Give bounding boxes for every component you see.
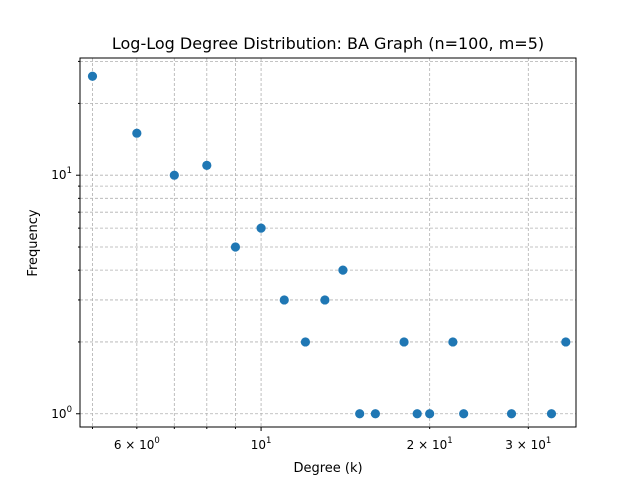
- data-point: [202, 160, 212, 170]
- plot-frame: [79, 57, 577, 428]
- data-point: [561, 337, 571, 347]
- data-point: [546, 409, 557, 419]
- data-point: [87, 71, 98, 81]
- chart-title: Log-Log Degree Distribution: BA Graph (n…: [112, 34, 544, 53]
- data-point: [320, 295, 330, 305]
- y-tick-label: 100: [51, 405, 72, 421]
- x-axis-label: Degree (k): [293, 461, 362, 476]
- data-point: [412, 409, 422, 419]
- y-axis-label: Frequency: [26, 209, 41, 276]
- data-point: [279, 295, 289, 305]
- x-tick-label: 2 × 101: [407, 436, 453, 452]
- data-point: [169, 170, 179, 180]
- data-point: [256, 223, 266, 233]
- data-points: [87, 71, 571, 419]
- grid-lines: [80, 58, 576, 427]
- data-point: [132, 128, 142, 138]
- x-tick-label: 3 × 101: [505, 436, 551, 452]
- x-tick-label: 101: [251, 436, 272, 452]
- data-point: [425, 409, 435, 419]
- data-point: [338, 265, 348, 275]
- axis-ticks: 6 × 100 101 2 × 101 3 × 101 100 101: [51, 60, 551, 452]
- data-point: [370, 409, 380, 419]
- x-tick-label: 6 × 100: [114, 436, 160, 452]
- data-point: [506, 409, 517, 419]
- data-point: [448, 337, 458, 347]
- data-point: [300, 337, 311, 347]
- data-point: [355, 409, 365, 419]
- y-tick-label: 101: [51, 166, 72, 182]
- data-point: [230, 242, 241, 252]
- data-point: [399, 337, 409, 347]
- data-point: [459, 409, 469, 419]
